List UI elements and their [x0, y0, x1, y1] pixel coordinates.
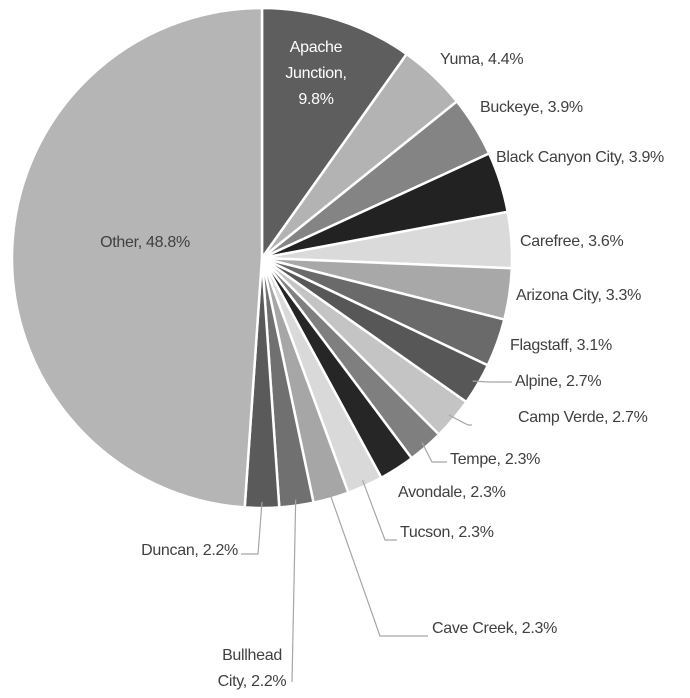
label-category: Tucson: [400, 524, 451, 541]
label-value: 2.3%: [458, 524, 494, 541]
data-label: Black Canyon City, 3.9%: [495, 149, 665, 166]
label-category: Duncan: [141, 542, 195, 559]
label-value: 48.8%: [146, 234, 190, 251]
label-value: 3.3%: [605, 287, 642, 304]
label-category: Carefree: [520, 233, 580, 250]
label-value: 2.7%: [612, 409, 648, 426]
label-category: Yuma: [440, 51, 480, 68]
leader-line: [328, 492, 428, 637]
label-category: Avondale: [398, 484, 463, 501]
data-label: Yuma, 4.4%: [440, 51, 524, 68]
leader-line: [291, 499, 297, 683]
label-value: 3.9%: [628, 149, 665, 166]
data-label: Carefree, 3.6%: [520, 233, 624, 250]
data-label: Bullhead City, 2.2%: [217, 647, 287, 690]
leader-line: [362, 480, 397, 541]
label-value: 2.7%: [565, 373, 602, 390]
label-value: 2.3%: [521, 620, 558, 637]
label-value: 9.8%: [298, 91, 334, 108]
data-label: Alpine, 2.7%: [515, 373, 602, 390]
data-label: Arizona City, 3.3%: [516, 287, 642, 304]
label-category: Apache Junction: [285, 39, 343, 82]
label-category: Cave Creek: [432, 620, 514, 637]
data-label: Camp Verde, 2.7%: [518, 409, 648, 426]
data-label: Duncan, 2.2%: [141, 542, 239, 559]
pie-slice: [260, 6, 409, 262]
data-label: Cave Creek, 2.3%: [432, 620, 558, 637]
data-label: Other, 48.8%: [100, 234, 190, 251]
label-category: Buckeye: [480, 99, 540, 116]
leader-line: [241, 501, 263, 555]
label-category: Alpine: [515, 373, 558, 390]
label-category: Arizona City: [516, 287, 598, 304]
label-category: Black Canyon City: [495, 149, 621, 166]
data-label: Avondale, 2.3%: [398, 484, 506, 501]
label-value: 3.6%: [588, 233, 624, 250]
label-value: 3.1%: [576, 337, 613, 354]
label-value: 4.4%: [488, 51, 524, 68]
data-label: Tempe, 2.3%: [450, 451, 541, 468]
label-value: 3.9%: [547, 99, 584, 116]
label-category: Tempe: [450, 451, 497, 468]
data-label: Tucson, 2.3%: [400, 524, 494, 541]
leader-line: [472, 380, 512, 383]
label-value: 2.2%: [251, 673, 287, 690]
label-category: Flagstaff: [510, 337, 569, 354]
leader-line: [448, 414, 472, 426]
data-label: Buckeye, 3.9%: [480, 99, 584, 116]
data-label: Apache Junction, 9.8%: [285, 39, 347, 108]
data-label: Flagstaff, 3.1%: [510, 337, 613, 354]
label-value: 2.3%: [470, 484, 506, 501]
label-value: 2.3%: [504, 451, 541, 468]
leader-line: [421, 442, 447, 463]
label-category: Bullhead City: [217, 647, 283, 690]
label-value: 2.2%: [202, 542, 239, 559]
label-category: Camp Verde: [518, 409, 604, 426]
label-category: Other: [100, 234, 138, 251]
pie-slice: [10, 6, 264, 509]
